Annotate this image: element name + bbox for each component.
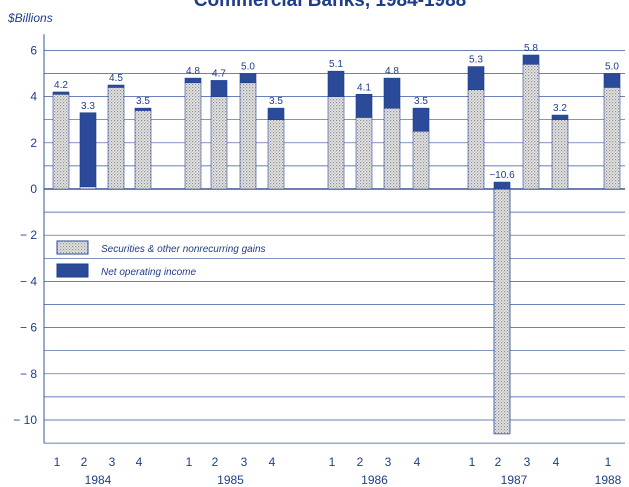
bar-operating — [239, 73, 257, 84]
year-label: 1986 — [361, 473, 388, 487]
data-label: 3.3 — [81, 101, 95, 112]
bar-securities — [493, 188, 511, 435]
data-label: 5.0 — [241, 62, 255, 73]
bar-operating — [327, 70, 345, 97]
legend-swatch-securities — [56, 240, 89, 255]
bar-securities — [107, 87, 125, 190]
bar-operating — [79, 112, 97, 187]
quarter-label: 1 — [329, 455, 336, 469]
quarter-label: 1 — [605, 455, 612, 469]
data-label: 3.5 — [269, 96, 283, 107]
year-label: 1984 — [85, 473, 112, 487]
bar-securities — [603, 87, 621, 190]
bar-operating — [52, 91, 70, 95]
data-label: 4.8 — [186, 66, 200, 77]
y-tick-label: − 6 — [20, 321, 37, 335]
data-label: 3.5 — [136, 96, 150, 107]
y-tick-label: − 8 — [20, 367, 37, 381]
y-tick-label: 6 — [30, 43, 37, 57]
bar-operating — [184, 77, 202, 84]
bar-operating — [383, 77, 401, 109]
legend: Securities & other nonrecurring gains Ne… — [56, 240, 266, 278]
data-label: 4.7 — [212, 68, 226, 79]
bar-securities — [327, 96, 345, 190]
bar-operating — [603, 73, 621, 88]
quarter-label: 2 — [81, 455, 88, 469]
data-label: 4.8 — [385, 66, 399, 77]
bar-operating — [493, 181, 511, 190]
data-label: 4.5 — [109, 73, 123, 84]
legend-label-securities: Securities & other nonrecurring gains — [101, 244, 266, 255]
quarter-label: 4 — [269, 455, 276, 469]
bar-securities — [239, 82, 257, 190]
bar-operating — [210, 80, 228, 97]
quarter-label: 1 — [186, 455, 193, 469]
bar-operating — [467, 66, 485, 90]
bar-securities — [267, 119, 285, 190]
legend-swatch-operating — [56, 263, 89, 278]
y-tick-label: 0 — [30, 182, 37, 196]
bar-securities — [79, 186, 97, 190]
data-label: 3.2 — [553, 103, 567, 114]
data-label: 3.5 — [414, 96, 428, 107]
quarter-label: 2 — [357, 455, 364, 469]
bar-operating — [522, 54, 540, 65]
bar-operating — [355, 93, 373, 118]
x-axis: 1 2 3 4 1984 1 2 3 4 1985 1 2 3 4 1986 1 2 3 4 1987 1 1988 — [54, 455, 622, 487]
bar-operating — [107, 84, 125, 88]
y-tick-label: − 10 — [13, 413, 37, 427]
year-label: 1987 — [501, 473, 528, 487]
year-label: 1985 — [217, 473, 244, 487]
legend-label-operating: Net operating income — [101, 267, 196, 278]
bar-operating — [412, 107, 430, 132]
quarter-label: 4 — [414, 455, 421, 469]
data-label: −10.6 — [489, 170, 515, 181]
bar-securities — [522, 63, 540, 190]
data-label: 5.8 — [524, 43, 538, 54]
quarter-label: 3 — [109, 455, 116, 469]
data-labels: 4.2 3.3 4.5 3.5 4.8 4.7 5.0 3.5 5.1 4.1 4.8 3.5 5.3 −… — [54, 43, 619, 181]
bar-securities — [355, 117, 373, 190]
bar-operating — [267, 107, 285, 121]
bar-operating — [134, 107, 152, 111]
quarter-label: 3 — [524, 455, 531, 469]
y-tick-label: 4 — [30, 90, 37, 104]
data-label: 4.1 — [357, 82, 371, 93]
quarter-label: 1 — [469, 455, 476, 469]
unit-label: $Billions — [7, 11, 53, 25]
y-tick-label: − 2 — [20, 228, 37, 242]
bar-securities — [52, 93, 70, 190]
bar-securities — [412, 130, 430, 190]
bar-securities — [467, 89, 485, 190]
quarter-label: 3 — [385, 455, 392, 469]
quarter-label: 2 — [212, 455, 219, 469]
bars — [52, 54, 621, 435]
quarter-label: 1 — [54, 455, 61, 469]
data-label: 5.1 — [329, 59, 343, 70]
quarter-label: 3 — [241, 455, 248, 469]
bar-securities — [184, 82, 202, 190]
data-label: 4.2 — [54, 80, 68, 91]
quarter-label: 4 — [136, 455, 143, 469]
data-label: 5.3 — [469, 55, 483, 66]
quarter-label: 4 — [553, 455, 560, 469]
bar-securities — [134, 110, 152, 190]
chart-title: Commercial Banks, 1984-1988 — [194, 0, 467, 11]
data-label: 5.0 — [605, 62, 619, 73]
y-tick-label: 2 — [30, 136, 37, 150]
bar-securities — [383, 107, 401, 190]
year-label: 1988 — [595, 473, 622, 487]
bar-securities — [210, 96, 228, 190]
y-axis: 6 4 2 0 − 2 − 4 − 6 − 8 − 10 — [13, 43, 37, 427]
y-tick-label: − 4 — [20, 274, 37, 288]
bar-securities — [551, 119, 569, 190]
quarter-label: 2 — [495, 455, 502, 469]
bar-operating — [551, 114, 569, 121]
